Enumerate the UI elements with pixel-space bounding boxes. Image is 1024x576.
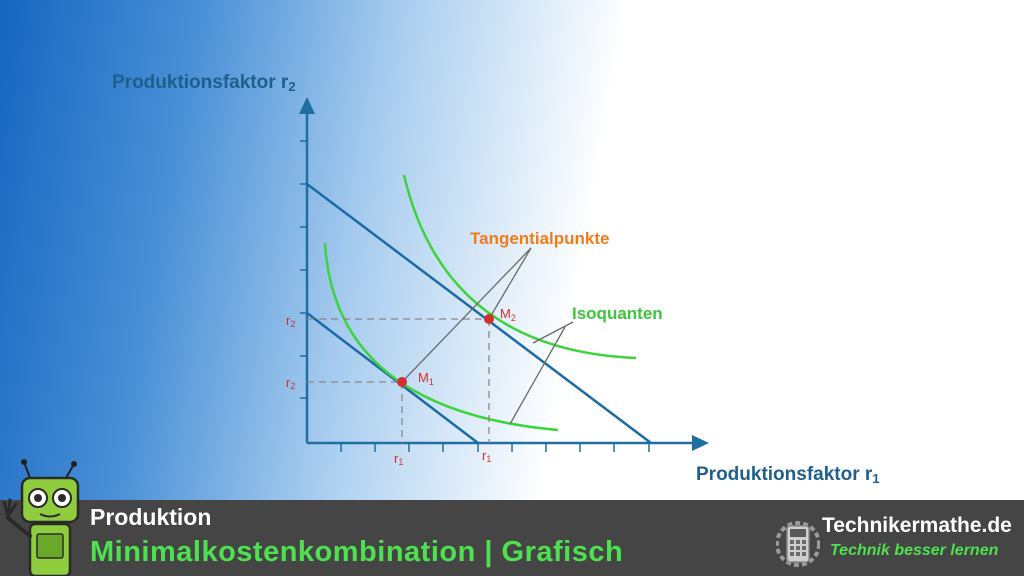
minimal-cost-diagram: Produktionsfaktor r2 Produktionsfaktor r…	[112, 72, 880, 486]
isoquants-label: Isoquanten	[572, 304, 663, 323]
footer-bar: Produktion Minimalkostenkombination | Gr…	[0, 500, 1024, 576]
tick-label-r2-low: r2	[286, 375, 295, 391]
y-axis-ticks	[300, 140, 307, 399]
isoquant-curve-low	[323, 242, 559, 432]
footer-subject: Produktion	[90, 504, 212, 530]
isocost-line-high	[306, 183, 652, 444]
tangent-points-label: Tangentialpunkte	[470, 229, 609, 248]
annotation-pointers	[401, 247, 574, 425]
y-axis	[299, 97, 315, 443]
tangent-point-m2	[484, 314, 494, 324]
robot-mascot-icon	[2, 459, 80, 576]
tick-label-r1-right: r1	[482, 448, 491, 464]
calculator-icon	[776, 521, 820, 567]
tick-label-r1-left: r1	[394, 451, 403, 467]
guide-lines	[307, 318, 490, 443]
x-axis-ticks	[340, 443, 650, 452]
y-axis-title: Produktionsfaktor r2	[112, 72, 296, 94]
x-axis-title: Produktionsfaktor r1	[696, 464, 880, 486]
point-label-m1: M1	[418, 370, 434, 387]
point-label-m2: M2	[500, 306, 516, 323]
tick-label-r2-high: r2	[286, 313, 295, 329]
brand-tagline: Technik besser lernen	[830, 542, 999, 559]
footer-topic: Minimalkostenkombination | Grafisch	[90, 536, 624, 568]
x-axis	[307, 435, 709, 451]
tangent-point-m1	[397, 377, 407, 387]
brand-name: Technikermathe.de	[822, 514, 1012, 537]
isoquant-curve-high	[402, 174, 637, 360]
